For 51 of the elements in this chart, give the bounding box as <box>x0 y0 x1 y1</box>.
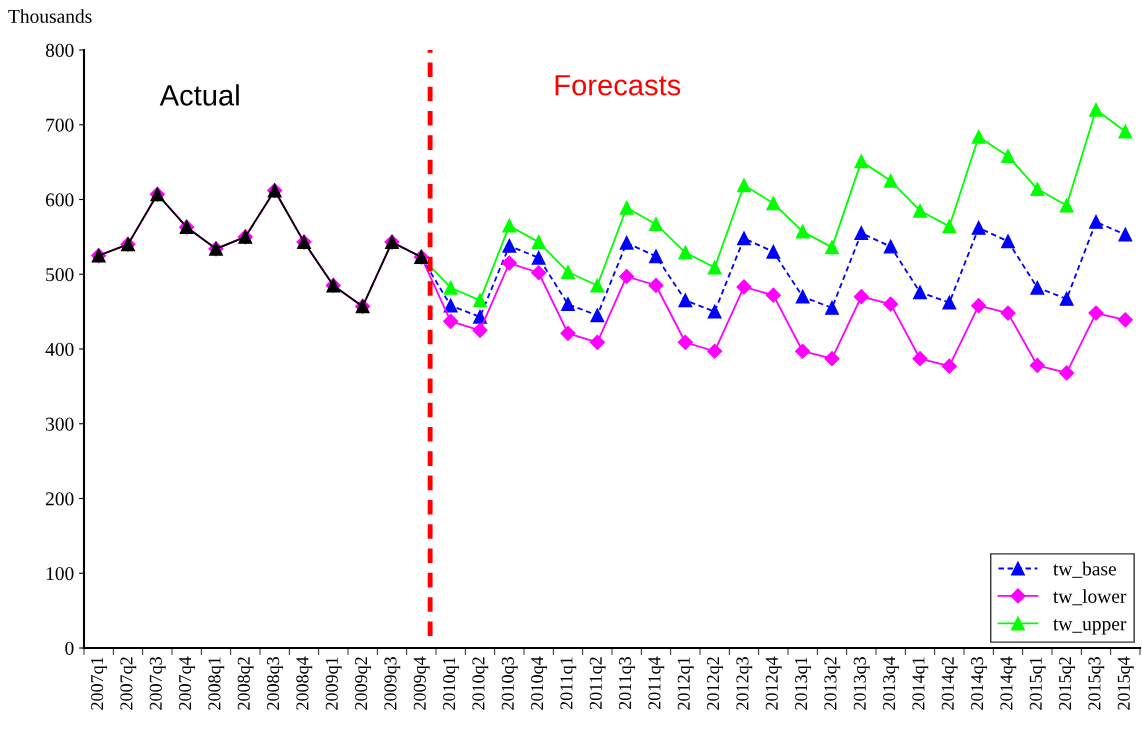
annotation: Actual <box>159 84 239 106</box>
x-tick-label: 2012q2 <box>707 657 723 710</box>
y-tick-label: 500 <box>46 268 74 282</box>
y-tick-label: 200 <box>45 492 74 506</box>
x-tick-label: 2015q1 <box>1029 657 1046 710</box>
x-tick-label: 2007q4 <box>179 656 195 710</box>
x-tick-label: 2015q4 <box>1117 656 1134 710</box>
y-tick-label: 800 <box>45 43 74 57</box>
x-tick-label: 2008q2 <box>237 657 254 710</box>
x-tick-label: 2007q2 <box>120 657 137 710</box>
x-tick-label: 2007q1 <box>91 657 107 710</box>
x-tick-label: 2010q3 <box>501 657 518 710</box>
x-tick-label: 2009q2 <box>355 657 371 710</box>
x-tick-label: 2010q2 <box>472 657 489 710</box>
x-tick-label: 2013q4 <box>883 656 899 710</box>
x-tick-label: 2015q3 <box>1088 657 1105 710</box>
x-tick-label: 2007q3 <box>149 657 166 710</box>
x-tick-label: 2011q1 <box>560 657 577 710</box>
x-tick-label: 2008q4 <box>296 656 313 710</box>
x-tick-label: 2014q3 <box>971 657 987 710</box>
x-tick-label: 2009q3 <box>384 657 401 710</box>
x-tick-label: 2013q3 <box>853 657 870 710</box>
x-tick-label: 2008q3 <box>267 657 283 710</box>
y-axis-title: Thousands <box>8 9 92 23</box>
x-tick-label: 2012q3 <box>736 657 753 710</box>
x-tick-label: 2015q2 <box>1059 657 1075 710</box>
x-tick-label: 2010q1 <box>443 657 459 710</box>
x-tick-label: 2011q4 <box>648 656 665 710</box>
x-tick-label: 2014q4 <box>1000 656 1017 710</box>
legend-label: tw_upper <box>1053 619 1127 635</box>
x-tick-label: 2009q4 <box>413 656 430 710</box>
x-tick-label: 2008q1 <box>208 657 225 710</box>
x-tick-label: 2014q1 <box>912 657 929 710</box>
legend-label: tw_base <box>1053 561 1116 578</box>
y-tick-label: 600 <box>45 193 74 207</box>
x-tick-label: 2011q2 <box>589 657 606 710</box>
x-tick-label: 2013q2 <box>824 657 841 710</box>
legend-label: tw_lower <box>1053 589 1127 606</box>
x-tick-label: 2012q4 <box>765 656 782 710</box>
x-tick-label: 2014q2 <box>941 657 958 710</box>
y-tick-label: 700 <box>46 118 74 132</box>
y-tick-label: 0 <box>65 641 74 655</box>
x-tick-label: 2011q3 <box>619 657 635 710</box>
x-tick-label: 2012q1 <box>677 657 694 710</box>
y-tick-label: 100 <box>46 567 74 581</box>
x-tick-label: 2009q1 <box>325 657 342 710</box>
x-tick-label: 2013q1 <box>795 657 811 710</box>
x-tick-label: 2010q4 <box>531 656 547 710</box>
y-tick-label: 400 <box>45 342 74 356</box>
annotation: Forecasts <box>555 75 681 96</box>
y-tick-label: 300 <box>46 417 74 431</box>
